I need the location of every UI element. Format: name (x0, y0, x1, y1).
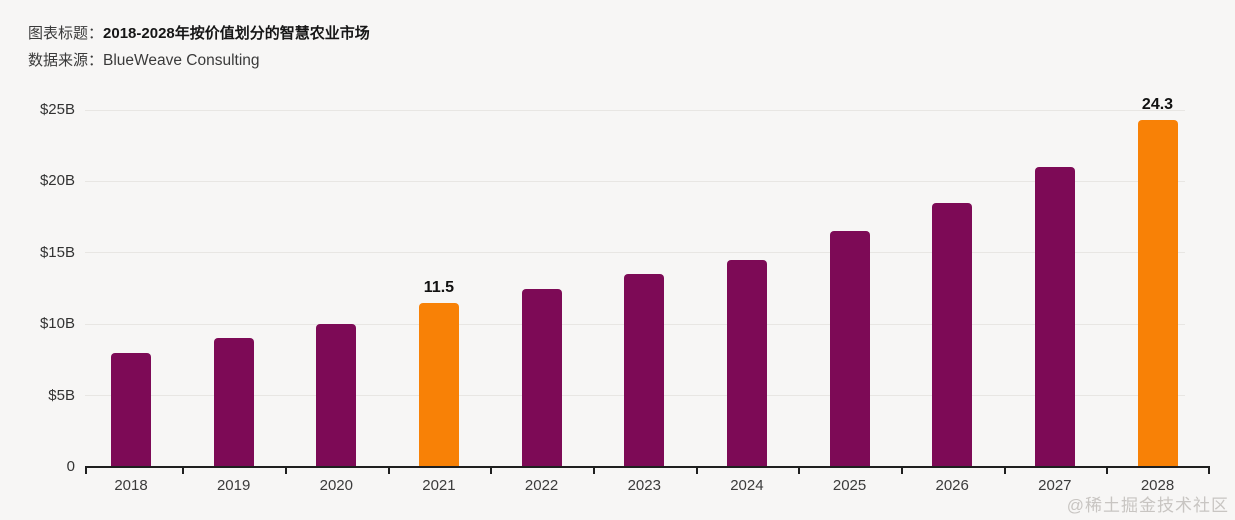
y-axis-label-$10B: $10B (39, 315, 75, 333)
bar-2024 (726, 259, 767, 467)
chart-header: 图表标题：2018-2028年按价值划分的智慧农业市场 数据来源：BlueWea… (28, 20, 370, 74)
x-axis-label-2023: 2023 (627, 477, 661, 494)
y-axis-label-$20B: $20B (39, 172, 75, 190)
gridline-$15B (85, 252, 1185, 254)
gridline-$25B (85, 109, 1185, 111)
y-axis-label-0: 0 (66, 458, 75, 475)
y-axis-label-$5B: $5B (48, 386, 75, 404)
x-axis-tick-8 (900, 468, 903, 474)
x-axis-label-2020: 2020 (319, 477, 353, 494)
bar-2019 (213, 338, 254, 467)
bar-2027 (1034, 167, 1075, 467)
bar-2028 (1137, 119, 1178, 467)
x-axis-label-2028: 2028 (1140, 477, 1175, 494)
bar-value-label-2021: 11.5 (423, 278, 455, 296)
bar-2025 (829, 231, 870, 467)
x-axis-label-2024: 2024 (730, 477, 764, 494)
bar-2022 (521, 288, 562, 467)
x-axis-tick-6 (695, 468, 698, 474)
watermark: @稀土掘金技术社区 (1066, 496, 1229, 515)
gridline-$20B (85, 180, 1185, 182)
x-axis-tick-2 (284, 468, 287, 474)
x-axis-label-2019: 2019 (216, 477, 251, 494)
chart-title-label: 图表标题： (28, 25, 104, 42)
bar-2021 (418, 302, 459, 467)
source-label: 数据来源： (28, 52, 104, 69)
x-axis-label-2018: 2018 (114, 477, 148, 494)
x-axis-label-2026: 2026 (935, 477, 969, 494)
x-axis-tick-3 (387, 468, 390, 474)
bar-2026 (932, 202, 973, 467)
bar-2023 (624, 274, 665, 467)
chart-title-row: 图表标题：2018-2028年按价值划分的智慧农业市场 (28, 20, 370, 47)
x-axis-tick-10 (1106, 468, 1109, 474)
y-axis-label-$25B: $25B (39, 101, 75, 118)
bar-2018 (111, 352, 151, 467)
source-name: BlueWeave Consulting (103, 52, 260, 69)
y-axis-label-$15B: $15B (39, 243, 75, 261)
x-axis-label-2021: 2021 (422, 477, 456, 494)
x-axis-label-2022: 2022 (524, 477, 559, 494)
x-axis-line (85, 466, 1210, 468)
x-axis-tick-5 (592, 468, 595, 474)
x-axis-label-2025: 2025 (832, 477, 867, 494)
x-axis-tick-11 (1208, 468, 1210, 474)
chart-title: 2018-2028年按价值划分的智慧农业市场 (103, 25, 370, 42)
bar-2020 (316, 324, 357, 467)
x-axis-tick-1 (182, 468, 185, 474)
chart-source-row: 数据来源：BlueWeave Consulting (28, 47, 370, 74)
x-axis-tick-9 (1003, 468, 1006, 474)
x-axis-tick-4 (490, 468, 493, 474)
x-axis-tick-7 (798, 468, 801, 474)
x-axis-label-2027: 2027 (1038, 477, 1072, 494)
x-axis-tick-0 (85, 468, 87, 474)
bar-value-label-2028: 24.3 (1141, 95, 1174, 113)
